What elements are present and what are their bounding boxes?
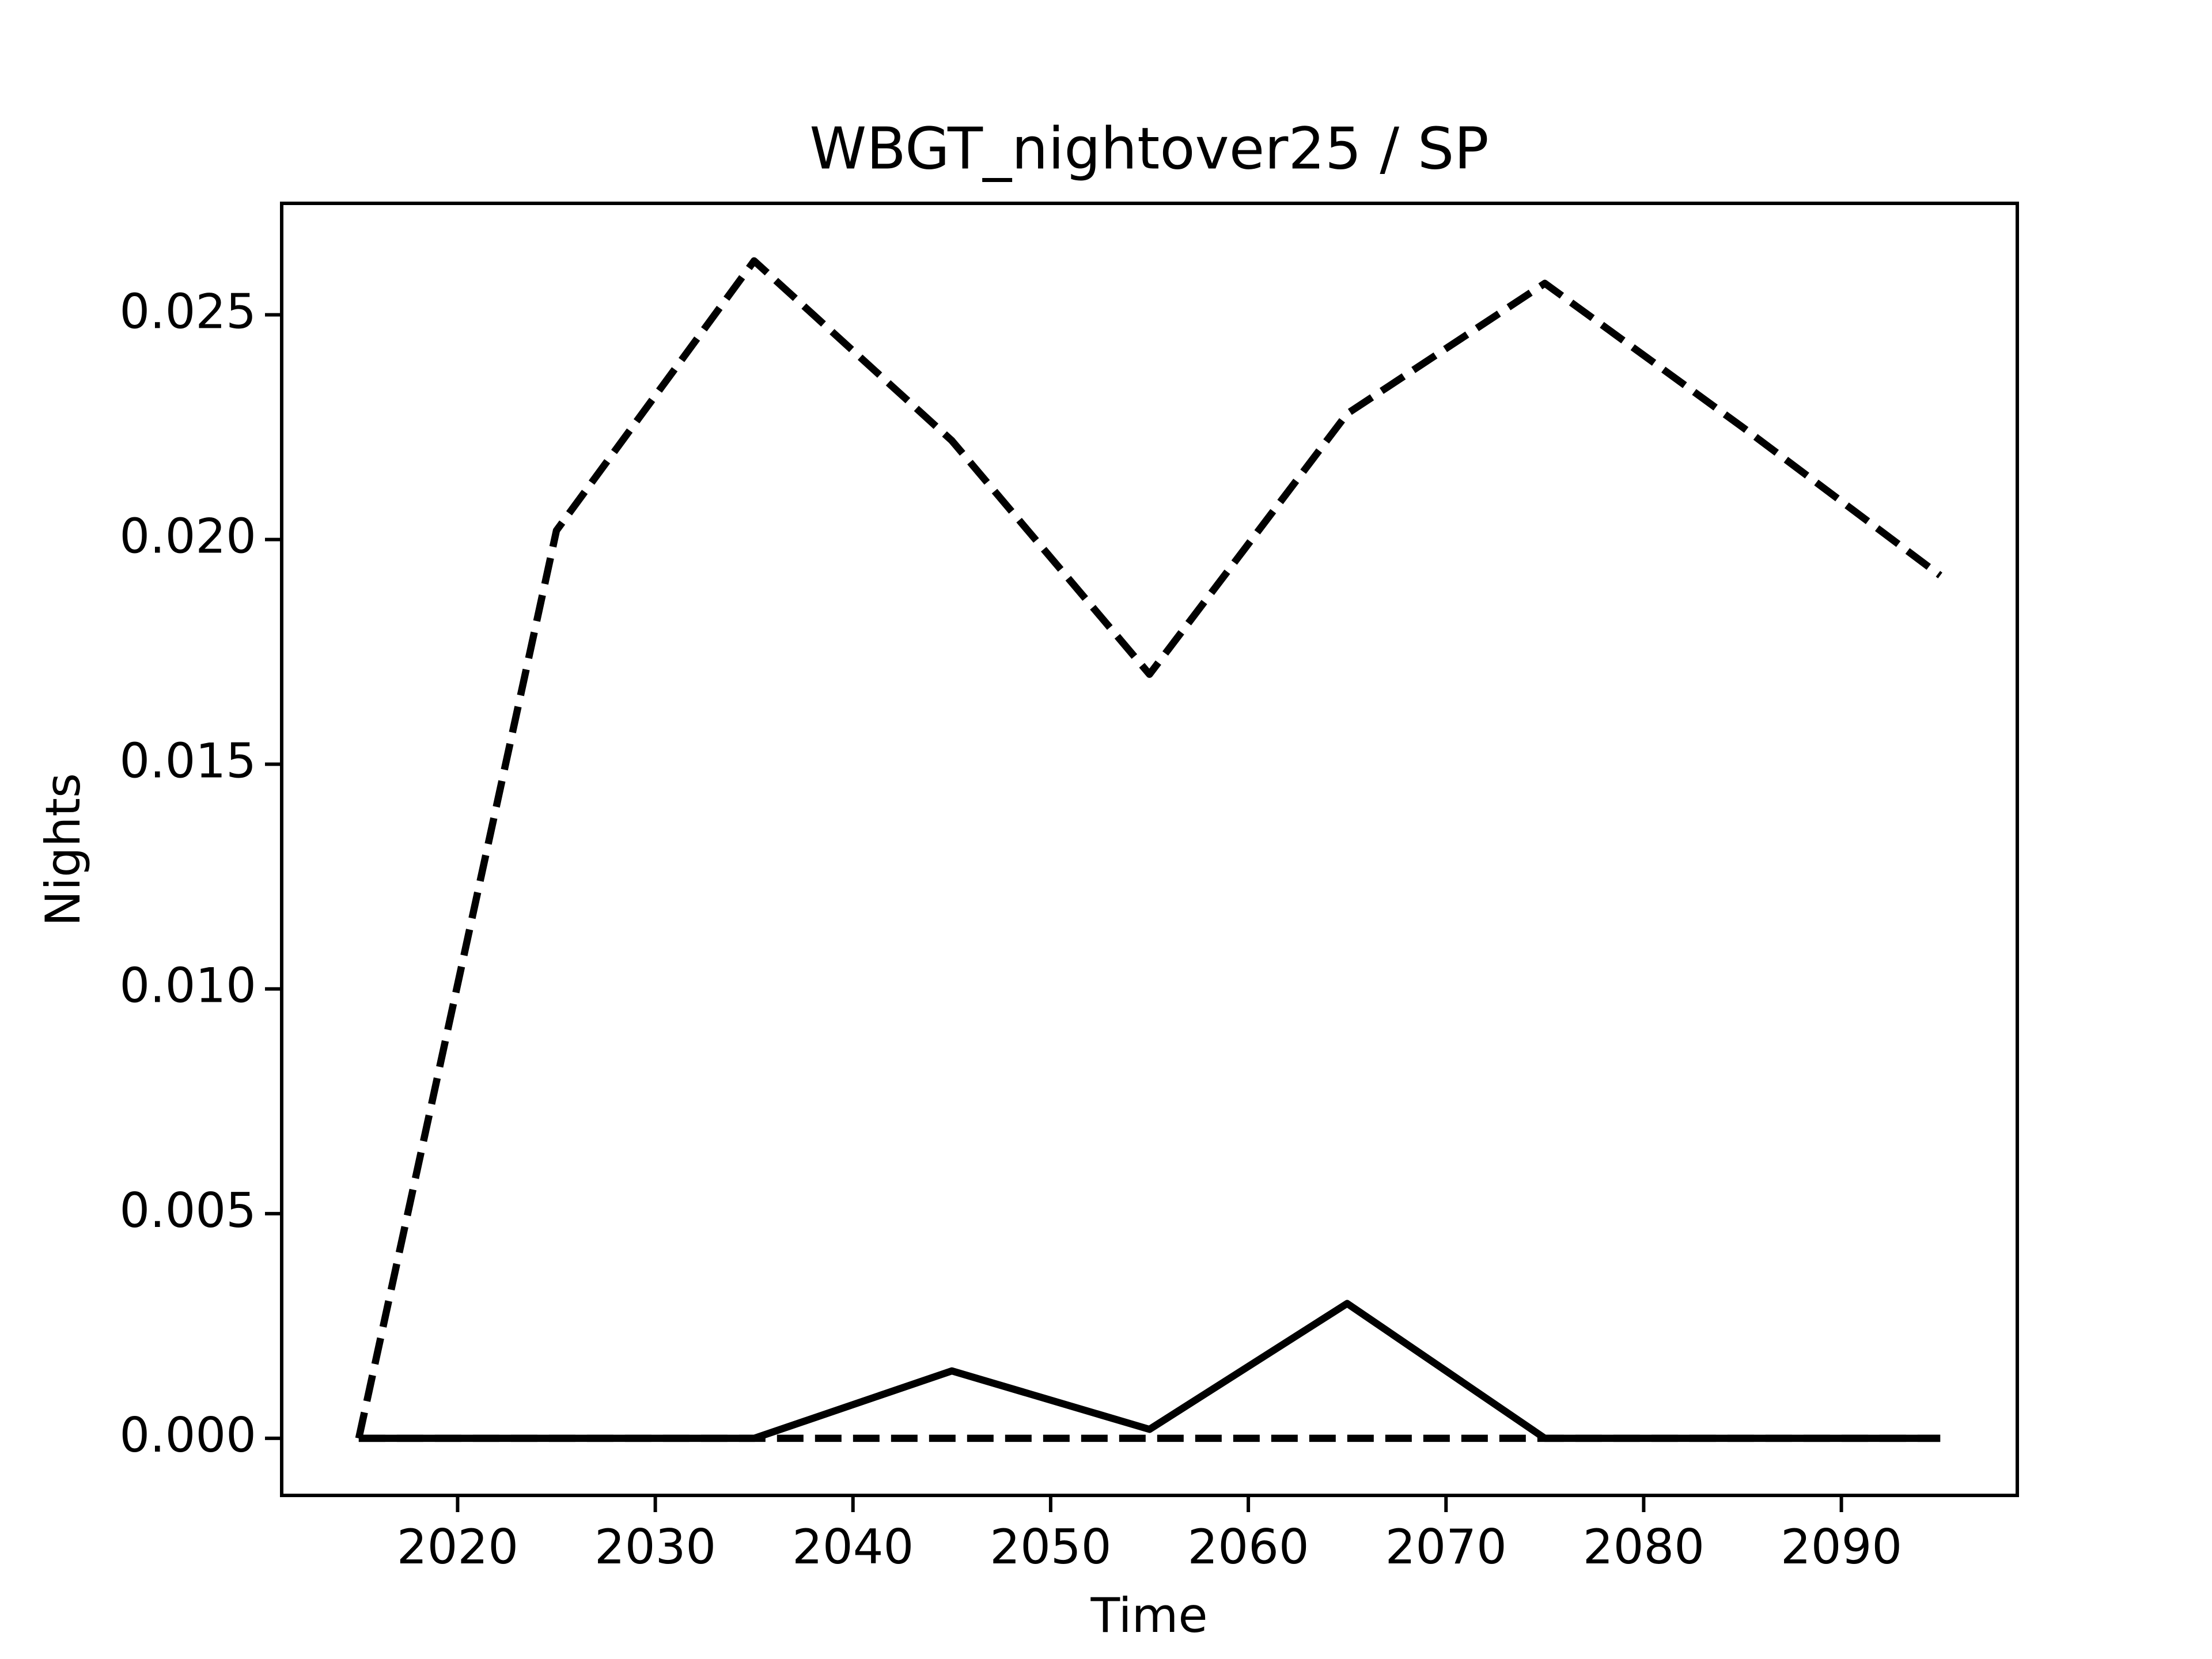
y-tick-label: 0.010 [119, 958, 256, 1014]
y-tick-label: 0.020 [119, 509, 256, 565]
line-series [355, 257, 1942, 1440]
plot-frame [280, 202, 2019, 1497]
y-axis-label: Nights [35, 773, 91, 926]
x-tick-label: 2080 [1583, 1519, 1705, 1575]
x-tick-label: 2030 [594, 1519, 716, 1575]
y-tick-label: 0.005 [119, 1183, 256, 1238]
chart-title: WBGT_nightover25 / SP [809, 115, 1488, 182]
x-tick-label: 2070 [1385, 1519, 1507, 1575]
y-tick-label: 0.015 [119, 733, 256, 789]
x-tick-label: 2090 [1781, 1519, 1902, 1575]
x-axis-label: Time [1090, 1588, 1207, 1643]
y-tick-label: 0.000 [119, 1407, 256, 1463]
x-tick-label: 2020 [397, 1519, 518, 1575]
y-tick-label: 0.025 [119, 283, 256, 339]
x-tick-label: 2040 [792, 1519, 914, 1575]
x-tick-label: 2060 [1187, 1519, 1309, 1575]
x-tick-label: 2050 [990, 1519, 1111, 1575]
